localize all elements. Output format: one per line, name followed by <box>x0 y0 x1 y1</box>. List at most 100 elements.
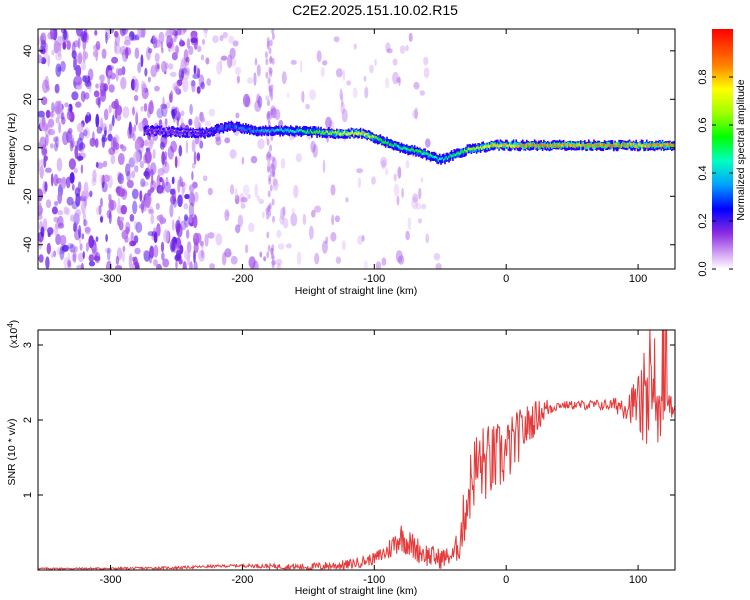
ridge-cell <box>333 131 335 134</box>
noise-blob <box>73 168 78 174</box>
ridge-cell <box>225 124 227 128</box>
noise-blob <box>150 213 155 225</box>
noise-blob <box>147 48 153 54</box>
ridge-cell <box>403 146 405 149</box>
noise-blob <box>280 158 286 169</box>
noise-blob <box>171 188 177 202</box>
ridge-cell <box>398 145 400 148</box>
noise-blob <box>51 102 55 113</box>
noise-blob <box>67 243 74 249</box>
ridge-cell <box>450 154 453 158</box>
ridge-cell <box>436 157 438 163</box>
noise-blob <box>68 158 76 170</box>
ridge-cell <box>301 130 304 136</box>
noise-blob <box>181 68 188 74</box>
noise-blob <box>161 251 165 261</box>
noise-blob <box>95 161 99 168</box>
x-tick-label: -200 <box>231 574 253 586</box>
ridge-cell <box>296 128 299 132</box>
noise-blob <box>423 56 429 66</box>
noise-blob <box>330 184 336 196</box>
noise-blob <box>320 66 325 77</box>
noise-blob <box>129 263 136 269</box>
noise-blob <box>170 140 178 153</box>
noise-blob <box>50 173 54 187</box>
ridge-cell <box>304 130 306 134</box>
noise-blob <box>282 217 289 229</box>
ridge-cell <box>270 130 272 133</box>
noise-blob <box>80 90 86 103</box>
ridge-cell <box>234 126 237 129</box>
noise-blob <box>175 222 180 236</box>
ridge-cell <box>328 132 330 136</box>
noise-blob <box>174 107 178 115</box>
noise-blob <box>75 101 82 108</box>
ridge-cell <box>589 144 591 148</box>
noise-blob <box>375 261 382 269</box>
noise-blob <box>236 75 240 84</box>
noise-blob <box>133 124 137 132</box>
noise-blob <box>271 155 275 163</box>
ridge-cell <box>222 127 225 131</box>
ridge-cell <box>365 132 367 136</box>
noise-blob <box>129 126 135 139</box>
noise-blob <box>88 235 95 249</box>
noise-blob <box>193 249 196 263</box>
noise-blob <box>75 193 81 207</box>
noise-blob <box>374 59 377 67</box>
noise-blob <box>195 233 202 244</box>
noise-blob <box>346 80 352 86</box>
ridge-cell <box>500 144 503 147</box>
noise-blob <box>120 77 127 90</box>
noise-blob <box>229 47 236 59</box>
ridge-cell <box>376 137 379 140</box>
noise-blob <box>257 138 265 150</box>
ridge-cell <box>672 144 674 148</box>
ridge-cell <box>412 149 415 152</box>
ridge-cell <box>262 129 264 135</box>
noise-blob <box>170 46 178 52</box>
noise-blob <box>180 220 187 231</box>
noise-blob <box>89 85 92 93</box>
noise-blob <box>357 177 362 189</box>
ridge-cell <box>508 143 511 147</box>
ridge-cell <box>375 136 378 142</box>
noise-blob <box>68 261 72 269</box>
ridge-cell <box>229 122 231 128</box>
ridge-cell <box>212 129 214 135</box>
noise-blob <box>63 29 67 41</box>
ridge-cell <box>582 142 585 146</box>
noise-blob <box>180 181 186 187</box>
ridge-cell <box>307 129 309 133</box>
ridge-cell <box>605 144 607 147</box>
ridge-cell <box>217 128 219 132</box>
noise-blob <box>143 250 151 262</box>
noise-blob <box>134 165 139 173</box>
ridge-cell <box>586 143 589 146</box>
ridge-cell <box>268 130 271 134</box>
noise-blob <box>51 252 54 259</box>
noise-blob <box>84 114 89 124</box>
ridge-cell <box>618 145 620 148</box>
noise-blob <box>176 29 182 36</box>
noise-blob <box>272 179 279 191</box>
ridge-cell <box>390 143 392 146</box>
noise-blob <box>421 203 427 210</box>
ridge-cell <box>189 132 192 135</box>
noise-blob <box>159 217 167 224</box>
ridge-cell <box>428 154 430 157</box>
noise-blob <box>190 193 195 207</box>
noise-blob <box>269 184 273 192</box>
noise-blob <box>179 38 183 46</box>
ridge-cell <box>611 144 614 148</box>
ridge-cell <box>147 126 150 132</box>
noise-blob <box>191 80 196 93</box>
noise-blob <box>54 83 60 94</box>
noise-blob <box>235 112 240 119</box>
ridge-cell <box>326 130 329 133</box>
ridge-cell <box>570 141 573 147</box>
noise-blob <box>183 69 190 80</box>
noise-blob <box>41 144 47 157</box>
ridge-cell <box>427 152 429 158</box>
noise-blob <box>95 83 99 89</box>
